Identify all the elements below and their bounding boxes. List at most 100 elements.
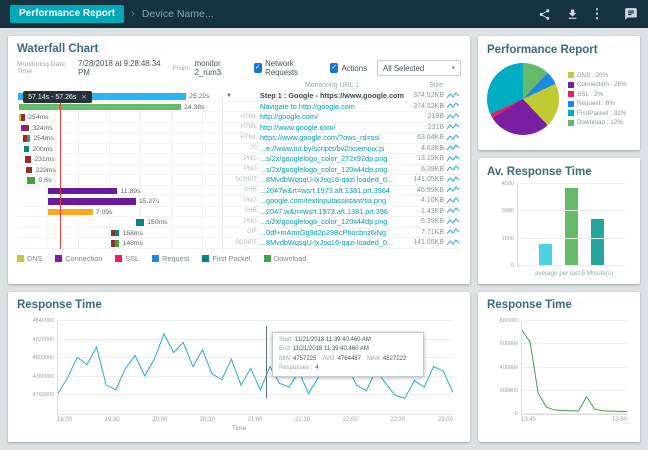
waterfall-url-row[interactable]: HTMLhttps://www.google.com/?ows_rd=ssl63… (223, 133, 461, 144)
monitoring-url-link[interactable]: https://www.google.com/?ows_rd=ssl (260, 133, 404, 142)
response-time-line-chart-small[interactable]: 0200000400000600000800000 (487, 317, 631, 415)
avg-response-bar[interactable] (565, 188, 578, 266)
avg-response-bar[interactable] (539, 244, 552, 266)
waterfall-url-row[interactable]: PNG...s/2x/googlelogo_color_120x44dp.png… (223, 217, 461, 228)
navigation-timings-select[interactable]: All Selected ▾ (377, 60, 461, 76)
waterfall-url-row[interactable]: ▼ Step 1 : Google - https://www.google.co… (223, 91, 461, 102)
sparkline-icon[interactable] (444, 197, 461, 205)
time-cursor-line[interactable] (60, 91, 61, 249)
waterfall-url-row[interactable]: HTMLhttp://www.google.com/231B (223, 123, 461, 134)
waterfall-bar-segment[interactable] (27, 177, 35, 184)
more-vert-icon[interactable]: ⋮ (593, 7, 601, 22)
waterfall-bar-segment[interactable] (24, 146, 29, 153)
performance-report-chip[interactable]: Performance Report (10, 5, 124, 23)
waterfall-bar-segment[interactable] (27, 135, 30, 142)
monitoring-url-link[interactable]: ...0df+mAmrGg9d2p29BcPbocbnz6iNg (260, 228, 404, 237)
waterfall-url-row[interactable]: PNG...s/2x/googlelogo_color_272x92dp.png… (223, 154, 461, 165)
waterfall-table-header: Monitoring URL ↓ Size (17, 79, 461, 91)
waterfall-bar-segment[interactable] (48, 188, 118, 195)
waterfall-url-row[interactable]: Navigate to http://google.com374.52KB (223, 102, 461, 113)
header-actions: ⋮ (537, 7, 638, 22)
legend-item: Download (264, 254, 306, 263)
bar-duration-label: 254ms (33, 135, 53, 142)
monitoring-url-link[interactable]: http://google.com/ (260, 112, 404, 121)
column-header-url[interactable]: Monitoring URL ↓ (305, 82, 359, 89)
monitoring-url-link[interactable]: http://www.google.com/ (260, 123, 404, 132)
waterfall-bar-segment[interactable] (26, 167, 32, 174)
resource-type-label: HTML (234, 124, 260, 130)
waterfall-url-row[interactable]: PNG...google.com/textinputassistant/tia.… (223, 196, 461, 207)
monitoring-url-link[interactable]: ...s/2x/googlelogo_color_120x44dp.png (260, 165, 404, 174)
monitoring-url-link[interactable]: ...s/2x/googlelogo_color_120x44dp.png (260, 217, 404, 226)
sparkline-icon[interactable] (444, 239, 461, 247)
waterfall-url-row[interactable]: JS...e://www.tut.by/scripts/bv2/xsemiux.… (223, 144, 461, 155)
sparkline-icon[interactable] (444, 92, 461, 100)
monitoring-url-link[interactable]: Step 1 : Google - https://www.google.com (260, 91, 404, 100)
monitoring-url-link[interactable]: ...s/2x/googlelogo_color_272x92dp.png (260, 154, 404, 163)
monitoring-url-link[interactable]: ...8MvdbWqsqU-lxJsq16-qazi loaded_0... (260, 238, 404, 247)
monitoring-url-link[interactable]: ...8MvdbWqsqU-lxJsq16-qazi loaded_0... (260, 175, 404, 184)
waterfall-url-row[interactable]: SCRIPT...8MvdbWqsqU-lxJsq16-qazi loaded_… (223, 175, 461, 186)
waterfall-url-row[interactable]: PNG...s/2x/googlelogo_color_120x44dp.png… (223, 165, 461, 176)
sparkline-icon[interactable] (444, 228, 461, 236)
bar-duration-label: 24.38s (184, 104, 204, 111)
waterfall-bar-segment[interactable] (19, 104, 181, 111)
performance-pie-chart[interactable] (487, 63, 559, 135)
waterfall-bar-segment[interactable] (48, 209, 93, 216)
actions-label: Actions (341, 64, 367, 73)
bar-duration-label: 0.6s (39, 177, 52, 184)
sparkline-icon[interactable] (444, 134, 461, 142)
column-header-size[interactable]: Size (429, 82, 443, 89)
bar-duration-label: 158ms (123, 230, 143, 237)
sparkline-icon[interactable] (444, 144, 461, 152)
waterfall-url-row[interactable]: XHR...2047w&rt=wsrt.1973.aft.1381.prt.39… (223, 186, 461, 197)
chat-icon[interactable] (623, 7, 638, 22)
pie-card-title: Performance Report (487, 44, 631, 56)
waterfall-bar-segment[interactable] (136, 219, 144, 226)
waterfall-bar-segment[interactable] (25, 156, 31, 163)
sparkline-icon[interactable] (444, 218, 461, 226)
waterfall-url-row[interactable]: GIF...0df+mAmrGg9d2p29BcPbocbnz6iNg7.71K… (223, 228, 461, 239)
sparkline-icon[interactable] (444, 186, 461, 194)
monitoring-url-link[interactable]: ...e://www.tut.by/scripts/bv2/xsemiux.js (260, 144, 404, 153)
waterfall-bar-segment[interactable] (21, 114, 25, 121)
x-tick-label: 20:00 (152, 417, 167, 423)
download-icon[interactable] (565, 7, 580, 22)
waterfall-url-row[interactable]: XHR...2047.w&rt=wsrt.1973.aft.1381.prt.3… (223, 207, 461, 218)
monitoring-url-link[interactable]: ...google.com/textinputassistant/tia.png (260, 196, 404, 205)
legend-swatch (568, 82, 574, 88)
avg-response-bar[interactable] (591, 219, 604, 266)
close-icon[interactable]: ✕ (81, 93, 86, 101)
monitoring-url-link[interactable]: Navigate to http://google.com (260, 102, 404, 111)
actions-checkbox[interactable]: ✓ (330, 63, 339, 73)
resource-size: 63.64KB (404, 134, 444, 141)
monitoring-url-link[interactable]: ...2047w&rt=wsrt.1973.aft.1381.prt.3964 (260, 186, 404, 195)
expand-caret-icon[interactable]: ▼ (226, 93, 234, 99)
datapoint-tooltip: Start11/21/2018 11:39:40.460 AM End11/21… (272, 332, 424, 377)
sparkline-icon[interactable] (444, 207, 461, 215)
sparkline-icon[interactable] (444, 176, 461, 184)
waterfall-bar-segment[interactable] (115, 240, 119, 247)
waterfall-bar-row: 324ms (17, 123, 222, 134)
resource-type-label: JS (234, 145, 260, 151)
sparkline-icon[interactable] (444, 102, 461, 110)
monitoring-url-link[interactable]: ...2047.w&rt=wsrt.1973.aft.1381.prt.396 (260, 207, 404, 216)
waterfall-bar-segment[interactable] (25, 125, 29, 132)
y-tick-label: 800000 (488, 318, 518, 324)
waterfall-bar-segment[interactable] (115, 230, 119, 237)
waterfall-bar-row: 254ms (17, 112, 222, 123)
bar-duration-label: 222ms (35, 167, 55, 174)
network-requests-checkbox[interactable]: ✓ (254, 63, 263, 73)
sparkline-icon[interactable] (444, 113, 461, 121)
share-icon[interactable] (537, 7, 552, 22)
resource-size: 13.19KB (404, 155, 444, 162)
sparkline-icon[interactable] (444, 123, 461, 131)
bar-duration-label: 200ms (32, 146, 52, 153)
bar-duration-label: 254ms (28, 114, 48, 121)
sparkline-icon[interactable] (444, 155, 461, 163)
waterfall-url-row[interactable]: HTMLhttp://google.com/219B (223, 112, 461, 123)
resource-type-label: PNG (234, 166, 260, 172)
waterfall-url-row[interactable]: SCRIPT...8MvdbWqsqU-lxJsq16-qazi loaded_… (223, 238, 461, 249)
sparkline-icon[interactable] (444, 165, 461, 173)
resource-type-label: HTML (234, 114, 260, 120)
